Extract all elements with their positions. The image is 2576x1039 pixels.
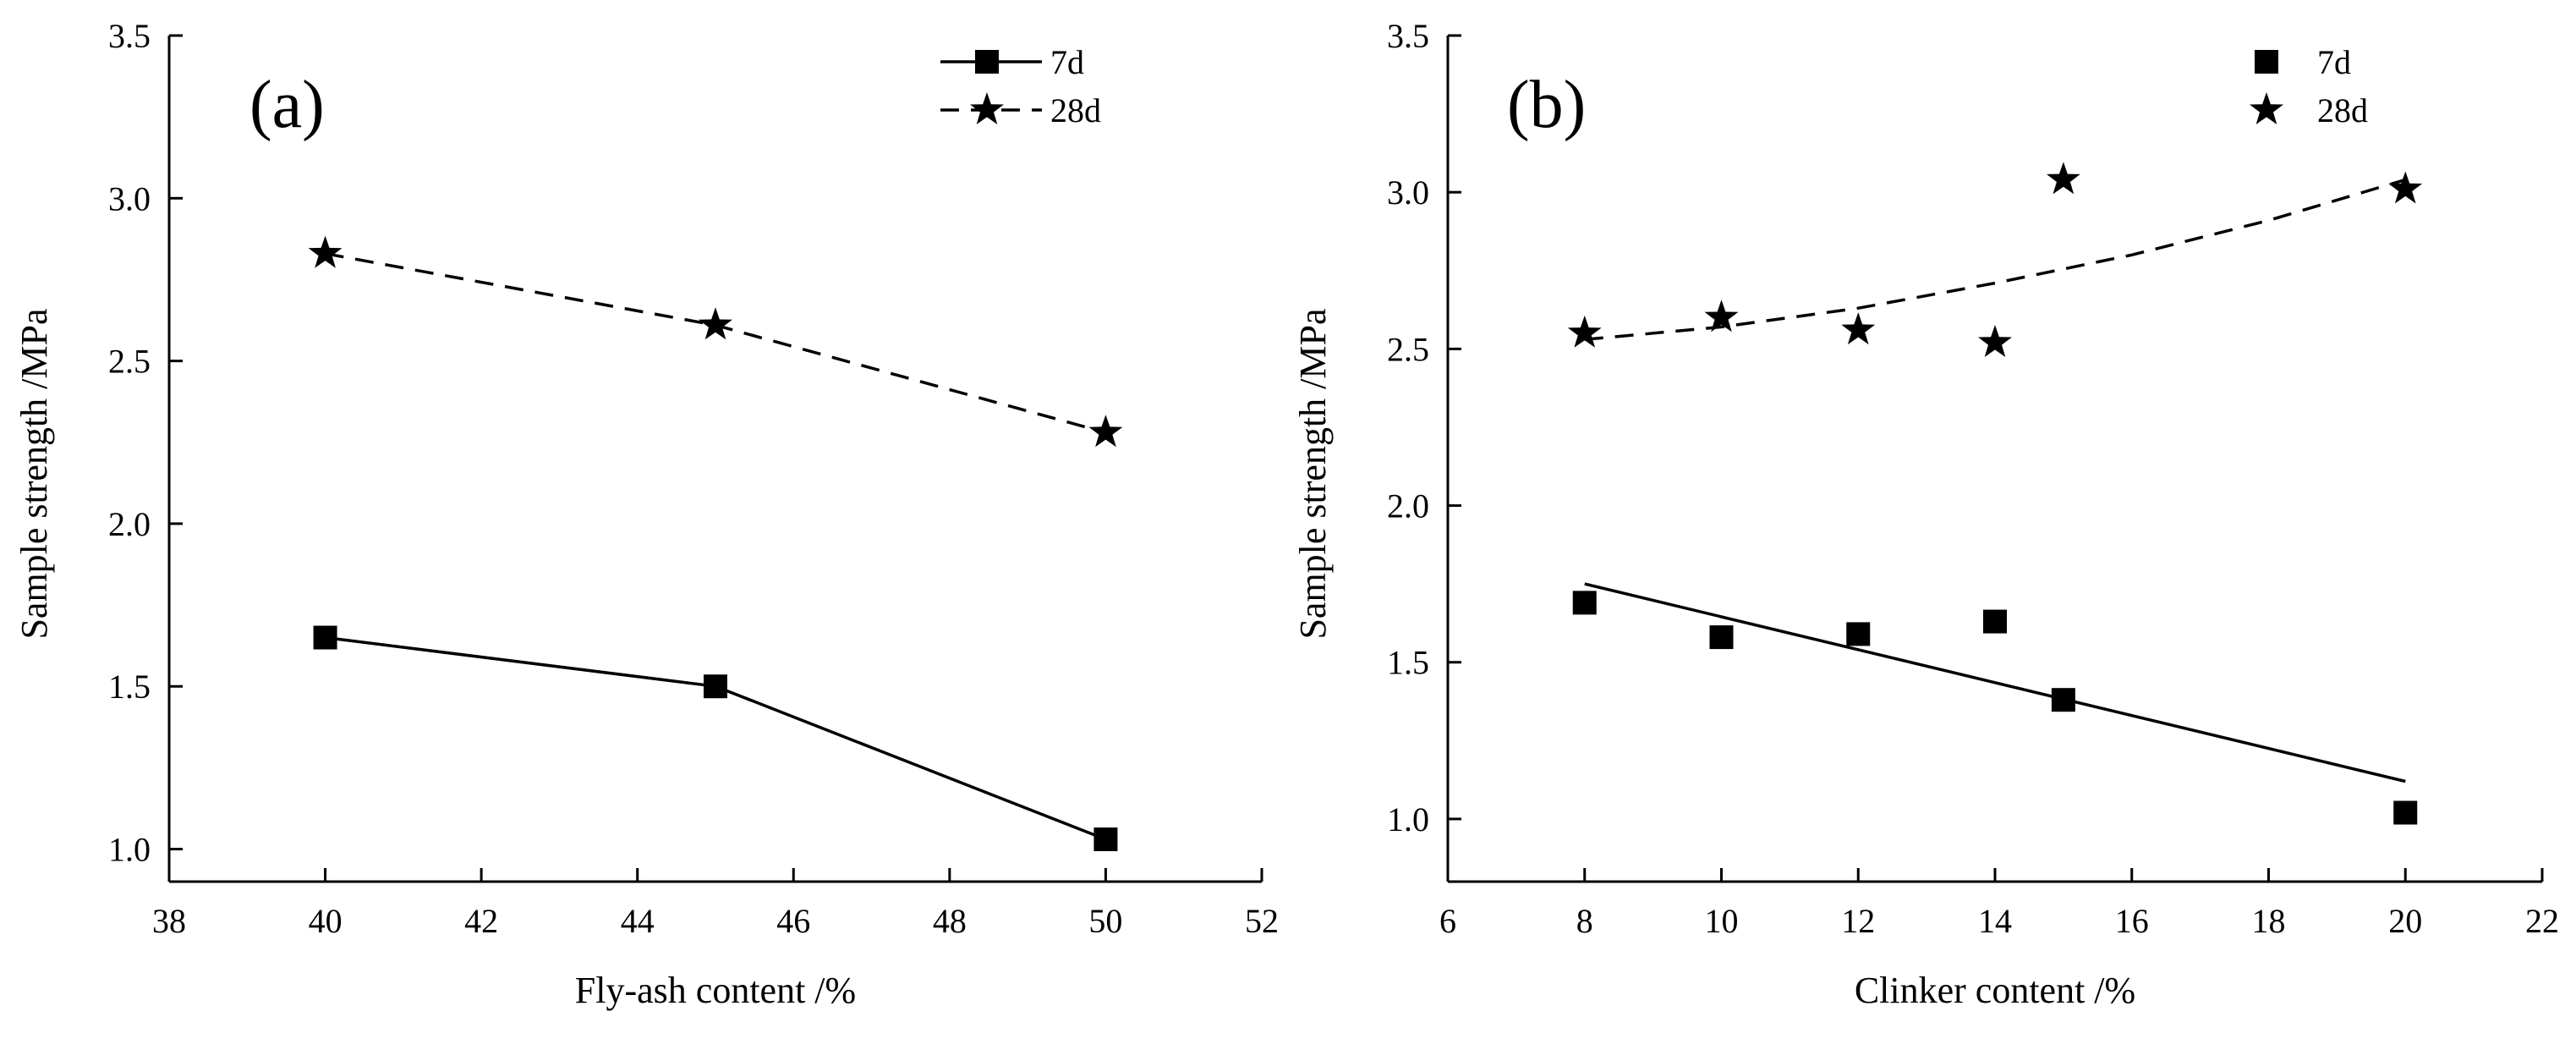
data-point-7d: [2051, 688, 2075, 712]
series-line-7d: [325, 635, 1107, 841]
fit-line-28d: [1584, 178, 2406, 342]
x-tick-label: 10: [1705, 902, 1739, 940]
x-tick-label: 6: [1439, 902, 1456, 940]
y-tick-label: 3.0: [1387, 173, 1429, 212]
x-tick-label: 18: [2252, 902, 2286, 940]
legend-marker-7d: [2255, 50, 2278, 74]
data-point-28d: [1978, 325, 2012, 357]
y-tick-label: 1.0: [108, 831, 151, 869]
x-tick-label: 22: [2525, 902, 2559, 940]
x-tick-label: 40: [309, 902, 343, 940]
data-point-7d: [1983, 609, 2007, 634]
data-point-28d: [1704, 300, 1739, 333]
data-point-28d: [2046, 162, 2080, 195]
y-tick-label: 3.5: [108, 17, 151, 55]
y-tick-label: 3.0: [108, 179, 151, 217]
x-tick-label: 44: [621, 902, 655, 940]
legend-label-28d: 28d: [1050, 91, 1101, 129]
legend-marker-7d: [975, 50, 999, 74]
x-tick-label: 52: [1245, 902, 1279, 940]
y-tick-label: 3.5: [1387, 17, 1429, 55]
data-point-28d: [1841, 312, 1876, 345]
data-point-7d: [1846, 622, 1871, 646]
x-tick-label: 12: [1841, 902, 1875, 940]
y-tick-label: 1.5: [1387, 644, 1429, 682]
data-point-7d: [2393, 800, 2418, 825]
data-point-28d: [308, 235, 343, 268]
x-tick-label: 38: [152, 902, 186, 940]
data-point-28d: [2388, 171, 2423, 204]
data-point-7d: [313, 625, 337, 650]
y-tick-label: 2.0: [1387, 487, 1429, 525]
x-tick-label: 46: [776, 902, 810, 940]
panel-label: (b): [1507, 68, 1586, 142]
y-tick-label: 1.5: [108, 668, 151, 706]
x-axis-title: Fly-ash content /%: [575, 970, 856, 1011]
fit-line-7d: [1584, 582, 2406, 783]
legend-label-7d: 7d: [2317, 43, 2351, 81]
legend-label-28d: 28d: [2317, 91, 2368, 129]
y-tick-label: 2.0: [108, 505, 151, 543]
panel-label: (a): [249, 68, 325, 142]
series-line-28d: [325, 251, 1106, 434]
x-tick-label: 42: [464, 902, 498, 940]
data-point-7d: [1709, 625, 1734, 650]
x-tick-label: 48: [933, 902, 967, 940]
y-axis-title: Sample strength /MPa: [1292, 308, 1334, 639]
data-point-7d: [1572, 591, 1597, 615]
legend-marker-28d: [2250, 92, 2283, 124]
x-tick-label: 20: [2388, 902, 2422, 940]
x-tick-label: 16: [2115, 902, 2149, 940]
data-point-28d: [699, 307, 732, 340]
x-tick-label: 14: [1978, 902, 2012, 940]
panel-a-chart: 38 40 42 44 46 48 50 52 1.0 1.5 2.0 2.5 3.0 3.5 Fly-as…: [14, 17, 1279, 1011]
y-tick-label: 2.5: [108, 343, 151, 381]
y-tick-label: 1.0: [1387, 800, 1429, 838]
y-tick-label: 2.5: [1387, 330, 1429, 368]
x-axis-title: Clinker content /%: [1855, 970, 2135, 1011]
legend-label-7d: 7d: [1050, 43, 1084, 81]
y-axis-title: Sample strength /MPa: [14, 308, 55, 639]
data-point-7d: [704, 674, 727, 699]
x-tick-label: 8: [1576, 902, 1593, 940]
data-point-28d: [1088, 415, 1123, 448]
panel-b-chart: 6 8 10 12 14 16 18 20 22 1.0 1.5 2.0 2.5 3.0 3.5 Clinke…: [1292, 17, 2559, 1011]
x-tick-label: 50: [1088, 902, 1122, 940]
legend-marker-28d: [970, 92, 1004, 124]
data-point-7d: [1093, 827, 1118, 851]
data-point-28d: [1567, 315, 1602, 348]
